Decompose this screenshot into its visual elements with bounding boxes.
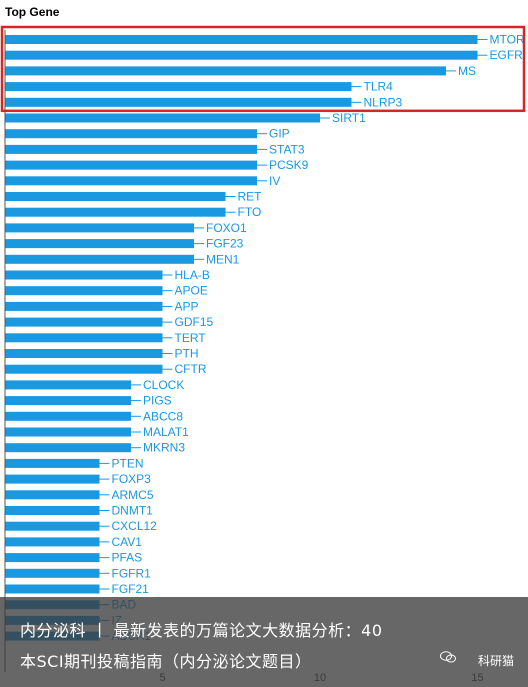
- bar-cav1: [5, 537, 100, 547]
- bar-label-cftr: CFTR: [175, 362, 207, 376]
- bar-abcc8: [5, 411, 131, 421]
- bar-label-pten: PTEN: [112, 456, 144, 470]
- bar-label-mtor: MTOR: [490, 33, 525, 47]
- bar-label-stat3: STAT3: [269, 142, 305, 156]
- bar-foxo1: [5, 223, 194, 233]
- bar-label-ms: MS: [458, 64, 476, 78]
- bar-label-foxp3: FOXP3: [112, 472, 152, 486]
- bar-tlr4: [5, 82, 352, 92]
- bar-stat3: [5, 144, 257, 154]
- banner-source: 科研猫: [477, 654, 514, 668]
- bar-label-gdf15: GDF15: [175, 315, 214, 329]
- bar-label-men1: MEN1: [206, 252, 240, 266]
- bar-fgf21: [5, 584, 100, 594]
- bar-pfas: [5, 553, 100, 563]
- bar-label-mkrn3: MKRN3: [143, 441, 185, 455]
- wechat-icon: [440, 651, 456, 663]
- bar-men1: [5, 254, 194, 264]
- bar-fgfr1: [5, 568, 100, 578]
- bar-label-malat1: MALAT1: [143, 425, 189, 439]
- article-banner[interactable]: 内分泌科 丨 最新发表的万篇论文大数据分析：40 本SCI期刊投稿指南（内分泌论…: [0, 597, 528, 687]
- bar-label-iv: IV: [269, 174, 280, 188]
- bar-label-pigs: PIGS: [143, 394, 172, 408]
- bar-ret: [5, 192, 226, 201]
- banner-title-line2: 本SCI期刊投稿指南（内分泌论文题目）: [20, 652, 312, 671]
- bar-label-pcsk9: PCSK9: [269, 158, 309, 172]
- bar-pth: [5, 349, 163, 358]
- bar-label-fgfr1: FGFR1: [112, 566, 152, 580]
- bar-label-egfr: EGFR: [490, 48, 524, 62]
- bar-app: [5, 301, 163, 311]
- bar-label-clock: CLOCK: [143, 378, 184, 392]
- bar-iv: [5, 176, 257, 186]
- bar-cxcl12: [5, 521, 100, 531]
- bar-label-pth: PTH: [175, 347, 199, 361]
- bar-fgf23: [5, 239, 194, 249]
- bar-label-abcc8: ABCC8: [143, 409, 183, 423]
- bar-pcsk9: [5, 160, 257, 170]
- bar-label-app: APP: [175, 299, 199, 313]
- bar-gip: [5, 129, 257, 139]
- bar-label-sirt1: SIRT1: [332, 111, 366, 125]
- bar-label-fto: FTO: [238, 205, 262, 219]
- chart-title: Top Gene: [5, 5, 60, 19]
- bar-gdf15: [5, 317, 163, 327]
- bar-label-armc5: ARMC5: [112, 488, 154, 502]
- bar-label-nlrp3: NLRP3: [364, 95, 403, 109]
- bar-clock: [5, 380, 131, 390]
- bar-egfr: [5, 50, 478, 60]
- bar-label-tert: TERT: [175, 331, 207, 345]
- bar-label-dnmt1: DNMT1: [112, 504, 154, 518]
- bar-label-apoe: APOE: [175, 284, 208, 298]
- bar-label-cav1: CAV1: [112, 535, 143, 549]
- bar-label-fgf23: FGF23: [206, 237, 244, 251]
- bar-label-ret: RET: [238, 190, 263, 204]
- bar-foxp3: [5, 474, 100, 484]
- bar-label-hla-b: HLA-B: [175, 268, 210, 282]
- bar-apoe: [5, 286, 163, 296]
- bar-nlrp3: [5, 97, 352, 107]
- bar-label-tlr4: TLR4: [364, 80, 394, 94]
- bar-fto: [5, 207, 226, 217]
- bar-malat1: [5, 427, 131, 437]
- bar-pigs: [5, 396, 131, 406]
- banner-title-line1: 内分泌科 丨 最新发表的万篇论文大数据分析：40: [20, 621, 383, 640]
- highlight-box: [0, 25, 526, 113]
- bar-cftr: [5, 364, 163, 374]
- bar-tert: [5, 333, 163, 343]
- bar-label-fgf21: FGF21: [112, 582, 150, 596]
- bar-label-pfas: PFAS: [112, 551, 143, 565]
- bar-pten: [5, 458, 100, 468]
- bar-armc5: [5, 490, 100, 500]
- bar-mtor: [5, 35, 478, 44]
- bar-label-cxcl12: CXCL12: [112, 519, 158, 533]
- bar-hla-b: [5, 270, 163, 280]
- bar-mkrn3: [5, 443, 131, 453]
- bar-sirt1: [5, 113, 320, 123]
- bar-label-foxo1: FOXO1: [206, 221, 247, 235]
- bar-dnmt1: [5, 506, 100, 515]
- bar-label-gip: GIP: [269, 127, 290, 141]
- bar-ms: [5, 66, 446, 76]
